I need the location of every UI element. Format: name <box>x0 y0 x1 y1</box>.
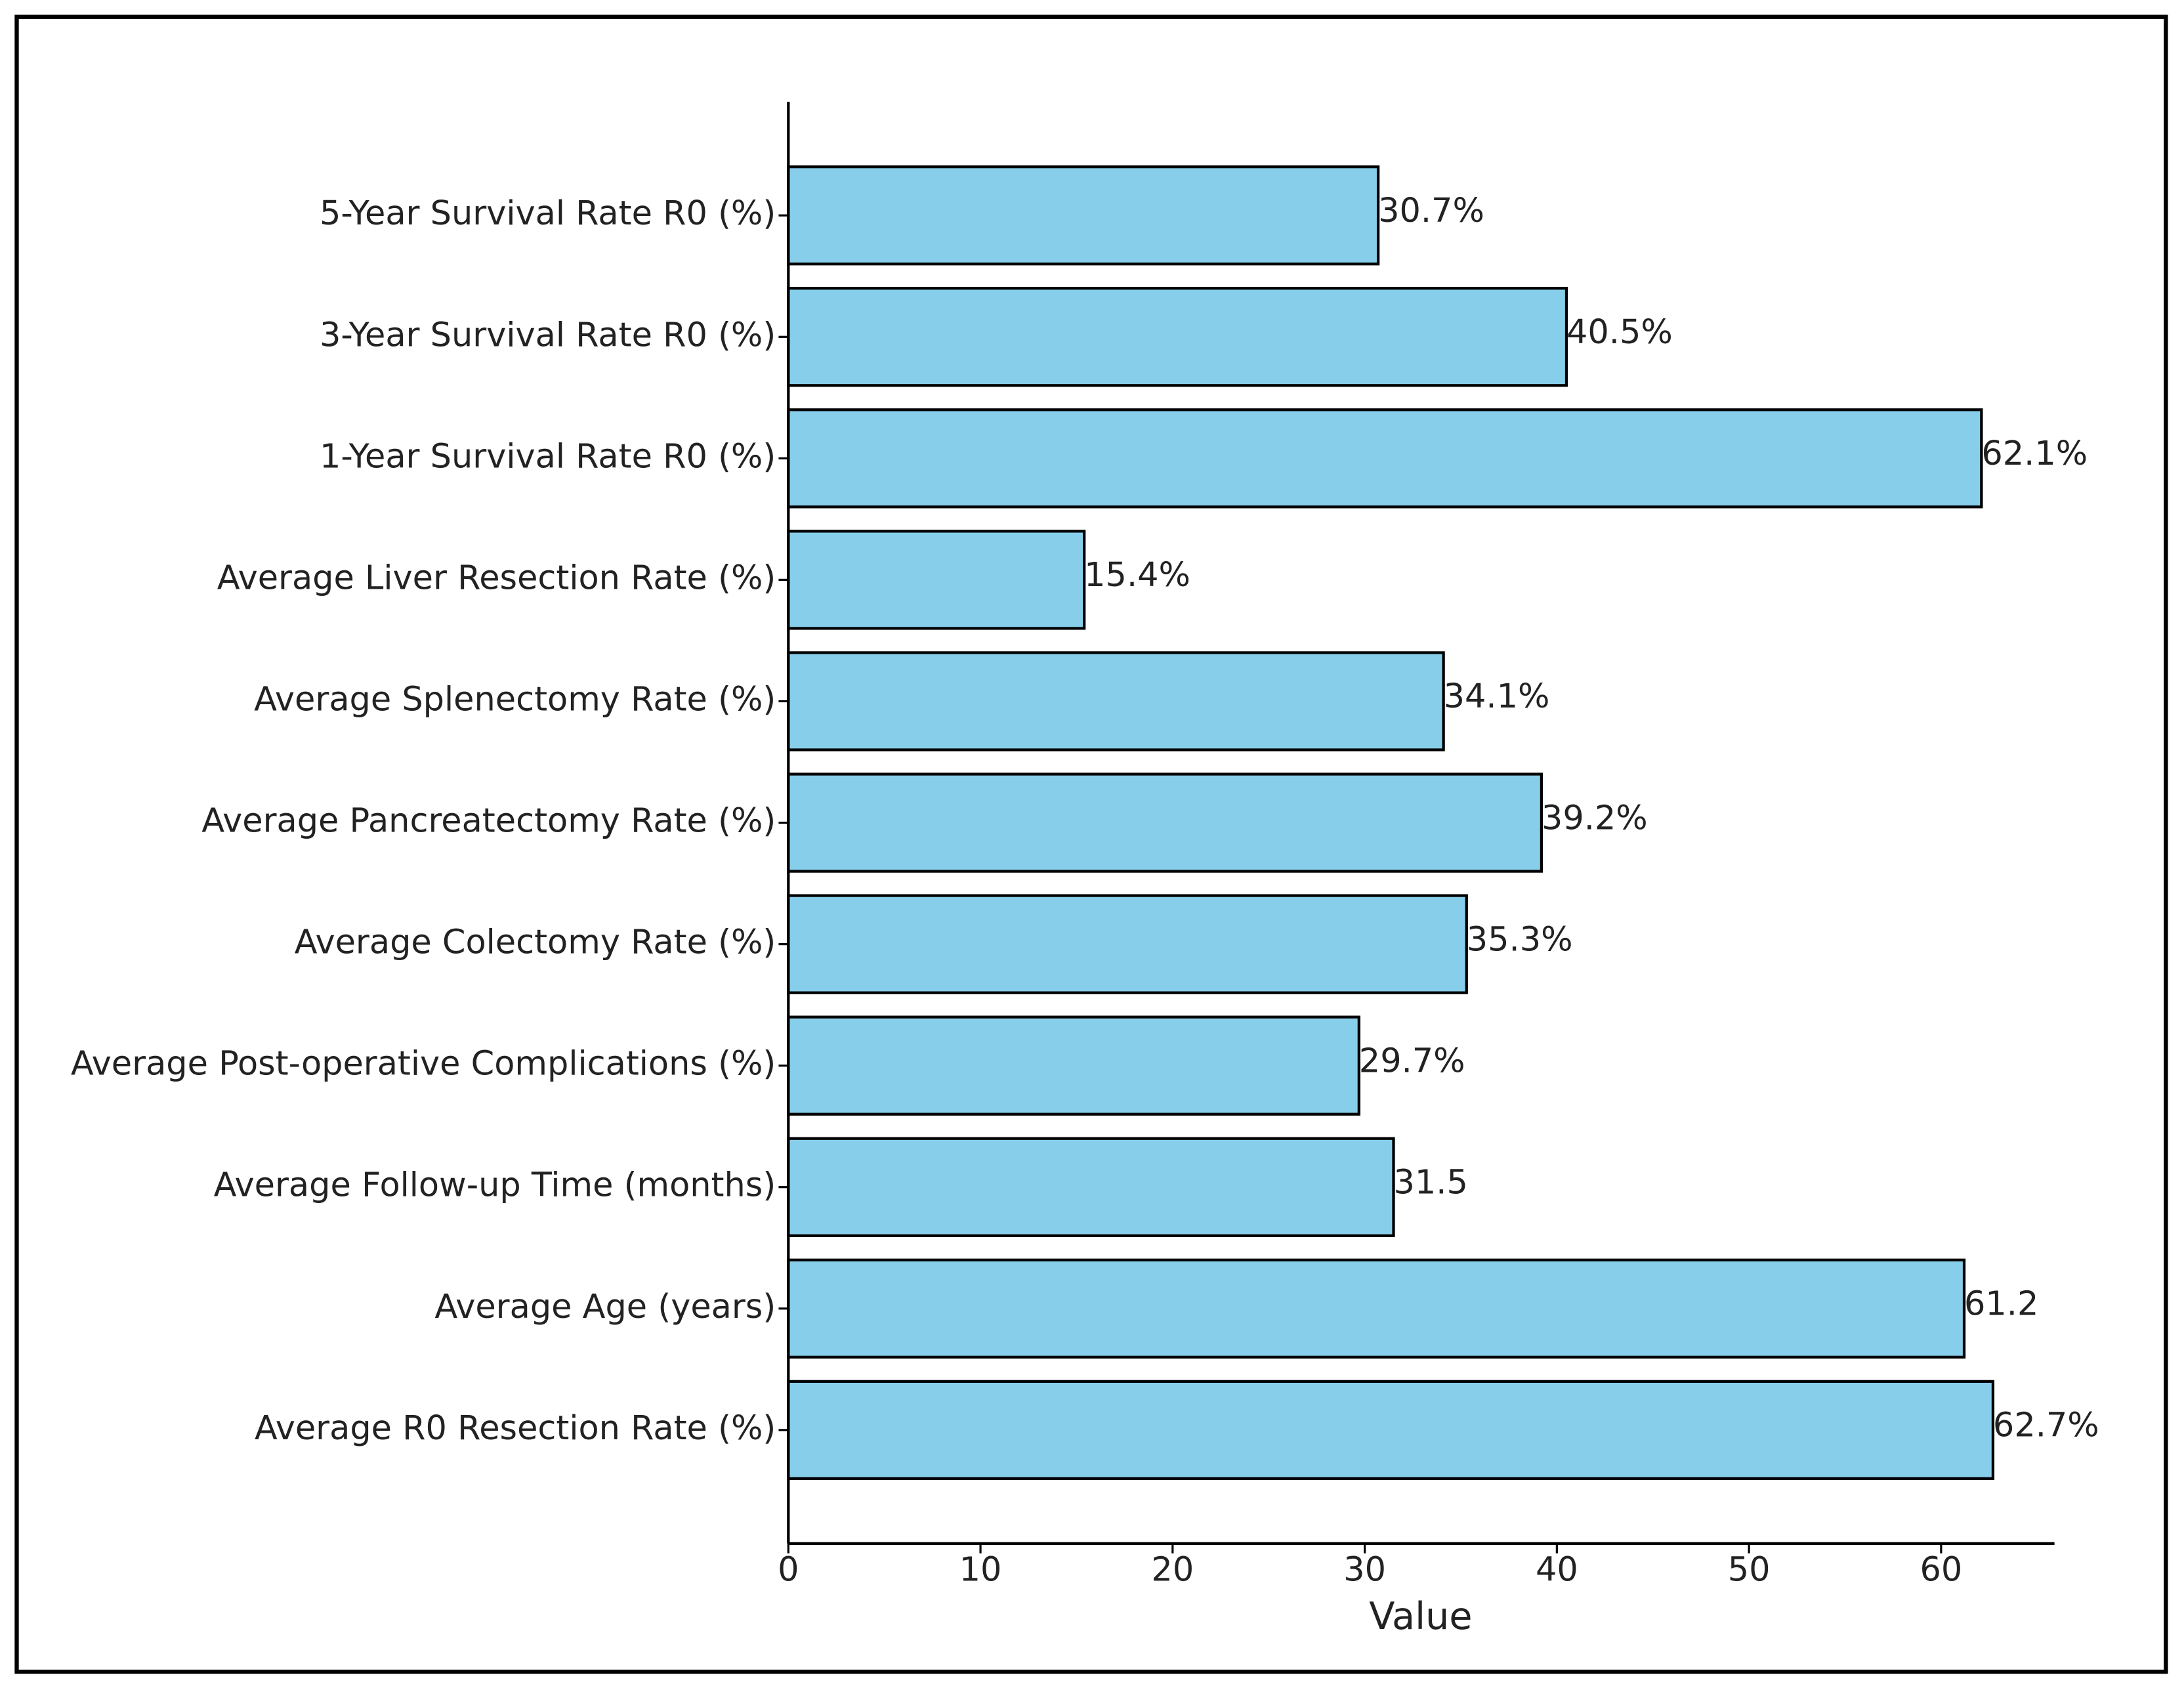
value-label: 40.5% <box>1566 313 1673 352</box>
bar <box>787 1380 1995 1481</box>
value-label: 62.1% <box>1981 434 2088 473</box>
y-tick-label: 3-Year Survival Rate R0 (%) <box>320 316 776 354</box>
bar <box>787 651 1445 751</box>
x-axis-label: Value <box>1369 1594 1472 1638</box>
y-tick-label: Average Follow-up Time (months) <box>214 1166 776 1205</box>
x-tick-label: 40 <box>1536 1550 1578 1589</box>
value-label: 61.2 <box>1964 1285 2038 1324</box>
value-label: 62.7% <box>1993 1406 2099 1445</box>
x-tick-label: 0 <box>778 1550 799 1589</box>
bar <box>787 408 1983 509</box>
y-tick-label: Average Liver Resection Rate (%) <box>217 559 776 597</box>
bar <box>787 165 1380 266</box>
bar <box>787 1137 1395 1237</box>
bar <box>787 1015 1360 1116</box>
value-label: 31.5 <box>1394 1163 1468 1202</box>
bar <box>787 894 1468 994</box>
y-tick-label: 1-Year Survival Rate R0 (%) <box>320 437 776 476</box>
bar <box>787 1258 1966 1359</box>
x-tick-label: 60 <box>1920 1550 1962 1589</box>
y-tick-label: Average Pancreatectomy Rate (%) <box>201 802 776 841</box>
value-label: 29.7% <box>1359 1042 1465 1080</box>
x-tick-label: 10 <box>959 1550 1002 1589</box>
x-tick-label: 30 <box>1343 1550 1386 1589</box>
value-label: 34.1% <box>1444 677 1550 716</box>
y-tick-label: Average Post-operative Complications (%) <box>71 1045 776 1084</box>
y-tick-label: Average Splenectomy Rate (%) <box>254 680 776 719</box>
value-label: 39.2% <box>1542 799 1648 837</box>
bar <box>787 772 1544 873</box>
value-label: 15.4% <box>1084 556 1190 595</box>
value-label: 35.3% <box>1467 920 1573 959</box>
y-tick-label: 5-Year Survival Rate R0 (%) <box>320 194 776 233</box>
bar <box>787 287 1568 387</box>
x-tick-label: 20 <box>1151 1550 1194 1589</box>
value-label: 30.7% <box>1378 192 1484 230</box>
y-tick-label: Average R0 Resection Rate (%) <box>255 1409 776 1448</box>
bar <box>787 530 1086 630</box>
x-tick-label: 50 <box>1728 1550 1771 1589</box>
frame <box>14 14 2168 1674</box>
y-tick-label: Average Age (years) <box>434 1288 776 1326</box>
y-tick-label: Average Colectomy Rate (%) <box>295 923 776 962</box>
